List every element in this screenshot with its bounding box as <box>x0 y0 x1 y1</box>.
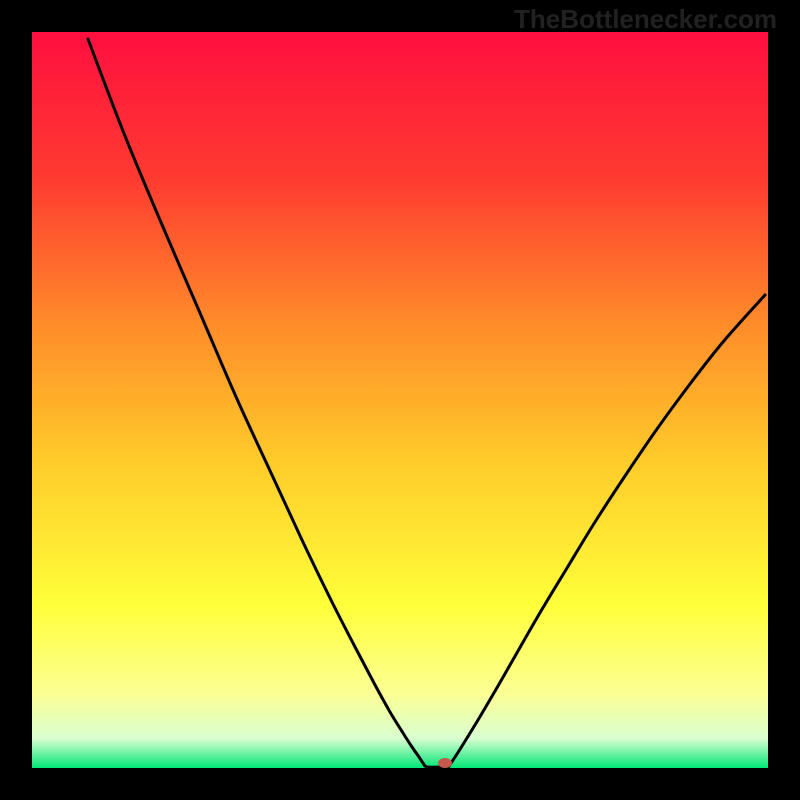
sweet-spot-marker <box>438 758 452 768</box>
plot-background <box>32 32 768 768</box>
chart-container: TheBottlenecker.com <box>0 0 800 800</box>
bottleneck-chart <box>0 0 800 800</box>
watermark-text: TheBottlenecker.com <box>514 4 777 35</box>
